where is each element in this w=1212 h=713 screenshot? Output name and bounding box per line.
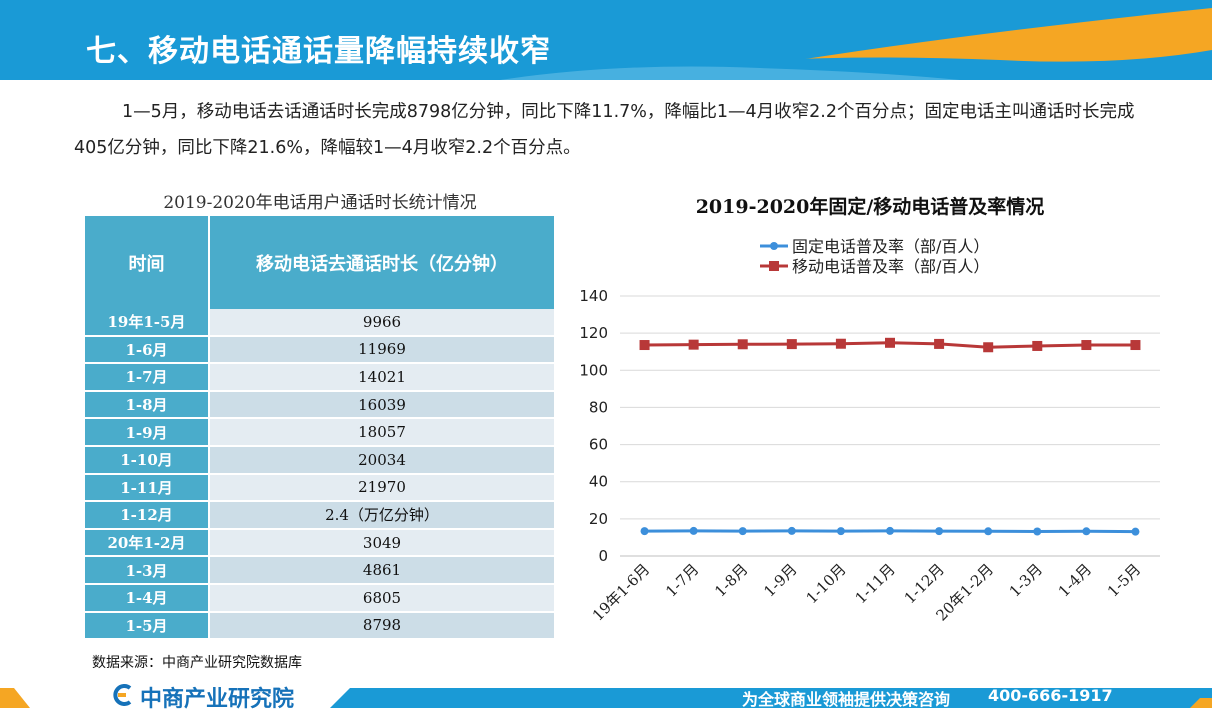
table-row: 1-5月 8798 — [85, 611, 554, 641]
row-value: 11969 — [209, 335, 554, 365]
data-point-square — [885, 337, 895, 348]
page-title: 七、移动电话通话量降幅持续收窄 — [86, 34, 551, 69]
table-row: 1-7月 14021 — [85, 363, 554, 392]
data-point-square — [639, 340, 650, 351]
data-point-square — [934, 338, 945, 349]
row-value: 16039 — [209, 390, 554, 420]
header-background — [0, 0, 1212, 80]
y-tick-label: 120 — [579, 324, 608, 342]
data-point-circle — [984, 527, 993, 536]
company-logo-icon — [113, 684, 132, 706]
data-point-circle — [738, 527, 747, 536]
x-tick-label: 1-4月 — [1055, 560, 1095, 600]
y-tick-label: 80 — [589, 398, 608, 416]
data-point-square — [688, 339, 699, 350]
y-tick-label: 140 — [579, 287, 608, 305]
table-row: 1-12月 2.4（万亿分钟） — [85, 501, 554, 530]
x-tick-label: 1-12月 — [901, 560, 948, 607]
row-time: 1-3月 — [85, 556, 210, 585]
intro-paragraph: 1—5月，移动电话去话通话时长完成8798亿分钟，同比下降11.7%，降幅比1—… — [74, 102, 1135, 158]
chart-title: 2019-2020年固定/移动电话普及率情况 — [695, 196, 1045, 218]
table-title: 2019-2020年电话用户通话时长统计情况 — [163, 193, 477, 213]
column-header-duration: 移动电话去通话时长（亿分钟） — [209, 216, 554, 309]
x-tick-label: 1-5月 — [1104, 560, 1144, 600]
table-row: 1-9月 18057 — [85, 418, 554, 447]
table-row: 1-6月 11969 — [85, 335, 554, 365]
x-tick-label: 1-7月 — [662, 560, 702, 600]
table-row: 1-10月 20034 — [85, 445, 554, 475]
table-row: 19年1-5月 9966 — [85, 309, 554, 337]
x-tick-label: 19年1-6月 — [589, 560, 654, 625]
table-row: 1-8月 16039 — [85, 390, 554, 420]
x-tick-label: 1-9月 — [760, 560, 800, 600]
company-logo-text: 中商产业研究院 — [140, 687, 295, 712]
table-row: 1-3月 4861 — [85, 556, 554, 585]
data-point-circle — [787, 526, 796, 535]
data-point-circle — [836, 527, 845, 536]
table-row: 20年1-2月 3049 — [85, 528, 554, 558]
y-tick-label: 60 — [589, 436, 608, 454]
data-point-circle — [1033, 527, 1042, 536]
y-tick-label: 20 — [589, 510, 608, 528]
x-tick-label: 1-10月 — [803, 560, 850, 607]
table-row: 1-11月 21970 — [85, 473, 554, 503]
row-time: 1-5月 — [85, 611, 210, 641]
column-header-time: 时间 — [85, 216, 210, 309]
x-tick-label: 1-8月 — [711, 560, 751, 600]
data-source-note: 数据来源：中商产业研究院数据库 — [92, 655, 302, 671]
row-time: 20年1-2月 — [85, 528, 210, 558]
x-tick-label: 1-3月 — [1006, 560, 1046, 600]
row-value: 20034 — [209, 445, 554, 475]
data-point-square — [737, 339, 748, 350]
table-header-row: 时间 移动电话去通话时长（亿分钟） — [85, 216, 554, 309]
header-banner: 七、移动电话通话量降幅持续收窄 — [0, 0, 1212, 80]
legend-label: 固定电话普及率（部/百人） — [792, 237, 989, 256]
legend-marker — [770, 242, 778, 250]
call-duration-table: 时间 移动电话去通话时长（亿分钟） 19年1-5月 9966 1-6月 11969 … — [85, 216, 554, 641]
row-time: 1-9月 — [85, 418, 210, 447]
row-value: 4861 — [209, 556, 554, 585]
data-point-square — [786, 339, 797, 350]
footer-phone: 400-666-1917 — [988, 686, 1113, 705]
data-point-square — [1081, 340, 1092, 351]
row-value: 6805 — [209, 583, 554, 613]
footer-bar — [0, 688, 1212, 708]
row-value: 21970 — [209, 473, 554, 503]
row-time: 1-12月 — [85, 501, 210, 530]
legend-marker — [769, 261, 779, 271]
row-value: 9966 — [209, 309, 554, 337]
y-tick-label: 0 — [598, 547, 608, 565]
row-value: 3049 — [209, 528, 554, 558]
row-time: 19年1-5月 — [85, 309, 210, 337]
row-time: 1-4月 — [85, 583, 210, 613]
legend-label: 移动电话普及率（部/百人） — [792, 257, 989, 276]
data-point-circle — [689, 526, 698, 535]
data-point-circle — [1131, 527, 1140, 536]
row-value: 14021 — [209, 363, 554, 392]
y-tick-label: 40 — [589, 473, 608, 491]
row-value: 18057 — [209, 418, 554, 447]
row-value: 2.4（万亿分钟） — [209, 501, 554, 530]
data-point-square — [983, 342, 994, 353]
data-point-circle — [1082, 527, 1091, 536]
footer-slogan: 为全球商业领袖提供决策咨询 — [742, 690, 951, 709]
row-time: 1-7月 — [85, 363, 210, 392]
data-point-square — [1130, 340, 1141, 351]
row-time: 1-8月 — [85, 390, 210, 420]
data-point-square — [835, 338, 846, 349]
row-time: 1-10月 — [85, 445, 210, 475]
data-point-circle — [935, 527, 944, 536]
data-point-circle — [886, 526, 894, 535]
data-point-circle — [640, 527, 649, 536]
row-value: 8798 — [209, 611, 554, 641]
table-row: 1-4月 6805 — [85, 583, 554, 613]
x-tick-label: 1-11月 — [852, 560, 899, 607]
y-tick-label: 100 — [579, 361, 608, 379]
row-time: 1-6月 — [85, 335, 210, 365]
data-point-square — [1032, 340, 1043, 351]
row-time: 1-11月 — [85, 473, 210, 503]
